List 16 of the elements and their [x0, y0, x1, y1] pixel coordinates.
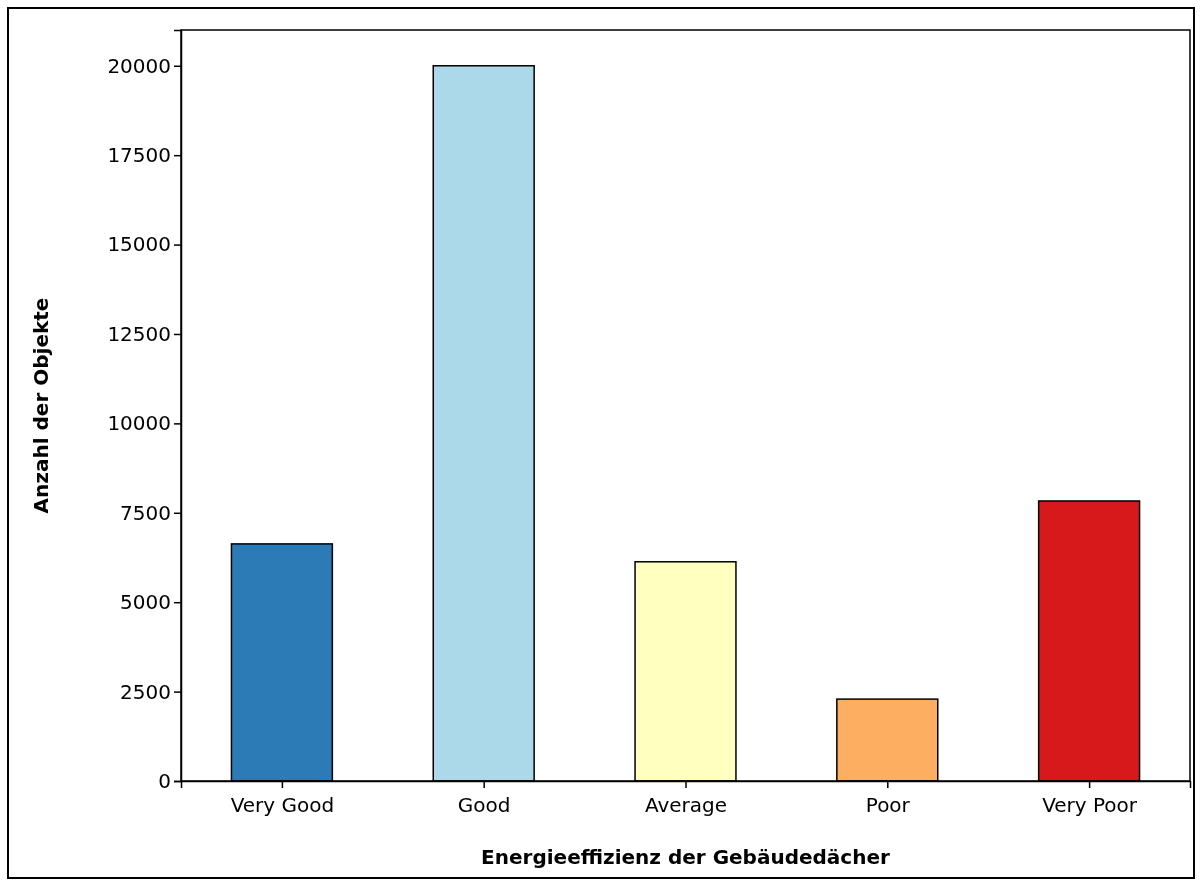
y-tick-label: 2500 [120, 679, 171, 704]
y-tick-label: 7500 [120, 500, 171, 525]
x-tick-label: Very Poor [1042, 793, 1138, 817]
y-tick-label: 17500 [107, 143, 171, 168]
y-tick-label: 0 [158, 768, 171, 793]
y-tick-label: 15000 [107, 232, 171, 257]
x-axis-title: Energieeffizienz der Gebäudedächer [481, 845, 891, 869]
x-tick-label: Average [644, 793, 728, 817]
y-axis-title: Anzahl der Objekte [29, 297, 53, 514]
y-tick-label: 20000 [107, 53, 171, 78]
y-tick-label: 10000 [107, 411, 171, 436]
x-tick-label: Poor [865, 793, 911, 817]
x-tick-label: Good [457, 793, 511, 817]
y-tick-label: 5000 [120, 590, 171, 615]
x-tick-label: Very Good [230, 793, 335, 817]
y-tick-label: 12500 [107, 321, 171, 346]
